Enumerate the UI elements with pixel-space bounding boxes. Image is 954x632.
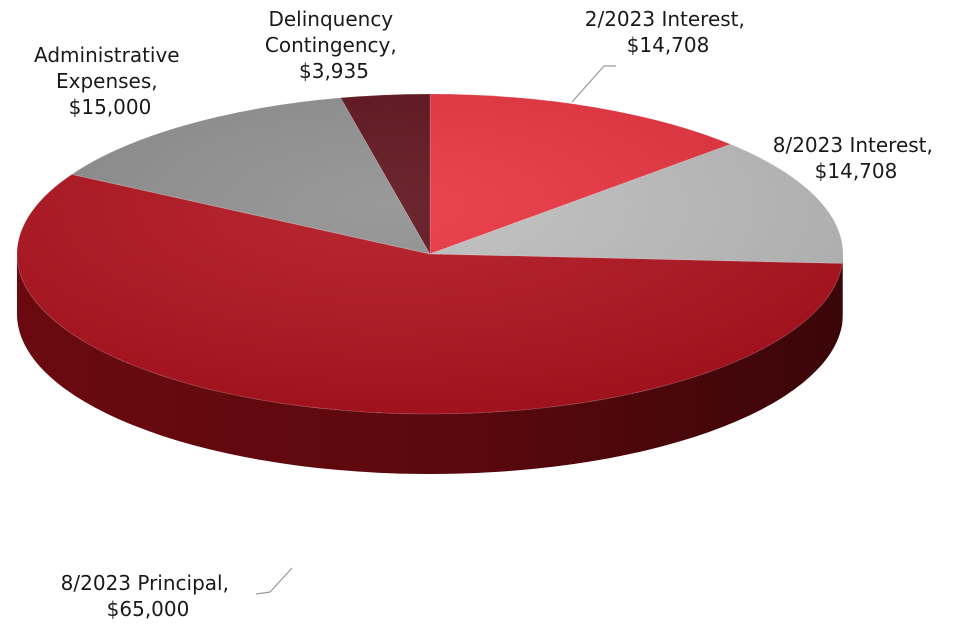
- slice-label-8-2023-interest: 8/2023 Interest, $14,708: [773, 133, 940, 183]
- pie-top-shine: [17, 94, 843, 414]
- pie-side-layer: [16, 254, 843, 475]
- slice-label-administrative-expenses: Administrative Expenses, $15,000: [34, 43, 186, 119]
- leader-lines: [255, 65, 616, 595]
- slice-label-8-2023-principal: 8/2023 Principal, $65,000: [61, 571, 236, 621]
- slice-label-delinquency-contingency: Delinquency Contingency, $3,935: [265, 7, 403, 83]
- leader-2-2023-interest: [571, 65, 616, 103]
- pie-top-layer: [16, 93, 844, 415]
- slice-8-2023-interest-side-shade: [842, 254, 843, 324]
- leader-8-2023-principal: [255, 567, 293, 595]
- slice-labels: 2/2023 Interest, $14,708 8/2023 Interest…: [34, 7, 940, 621]
- slice-label-2-2023-interest: 2/2023 Interest, $14,708: [585, 7, 752, 57]
- slice-8-2023-principal-side-shade: [16, 254, 843, 475]
